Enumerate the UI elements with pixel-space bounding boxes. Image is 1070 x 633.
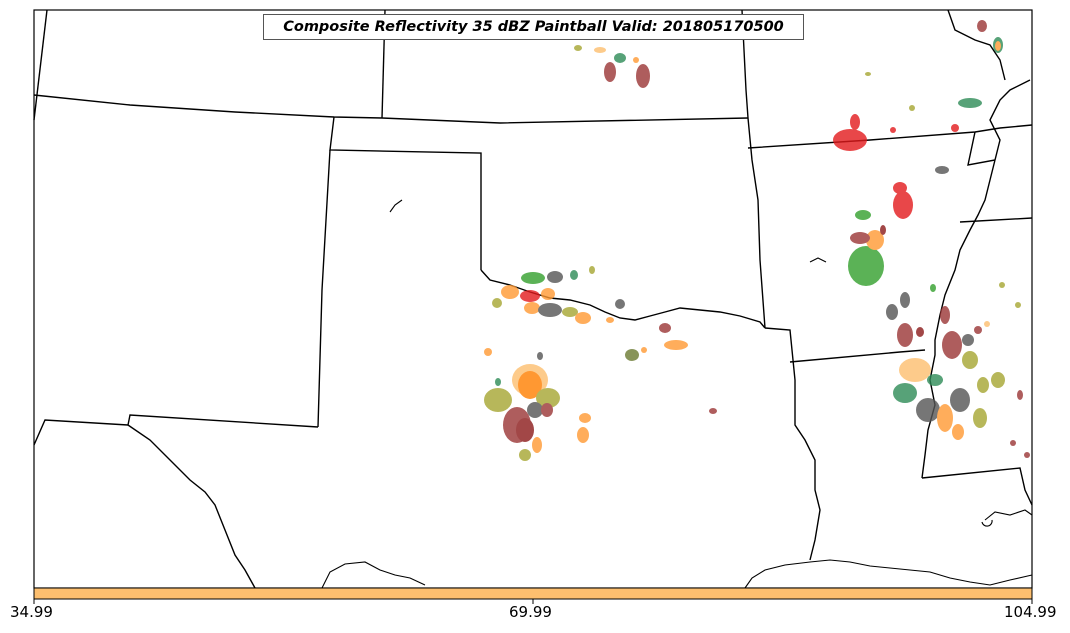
coastline xyxy=(321,199,1033,589)
reflectivity-paintballs xyxy=(484,14,1030,461)
border-tx-west xyxy=(127,414,319,589)
border-tx-east xyxy=(764,327,821,561)
border-nm-west xyxy=(317,149,331,428)
state-boundaries xyxy=(33,9,1033,589)
colorbar-label-mid: 69.99 xyxy=(509,603,552,621)
border-west-edge xyxy=(33,9,48,121)
border-il xyxy=(947,9,1006,81)
border-ok-east xyxy=(747,117,766,329)
colorbar xyxy=(33,587,1033,600)
map-title: Composite Reflectivity 35 dBZ Paintball … xyxy=(263,14,804,40)
border-nm-south xyxy=(33,419,129,446)
colorbar-label-max: 104.99 xyxy=(1004,603,1057,621)
border-ar-la xyxy=(789,349,926,363)
border-ms-al xyxy=(959,217,1033,223)
border-nm-co xyxy=(329,116,482,270)
colorbar-label-min: 34.99 xyxy=(10,603,53,621)
border-la-south xyxy=(921,467,1033,506)
